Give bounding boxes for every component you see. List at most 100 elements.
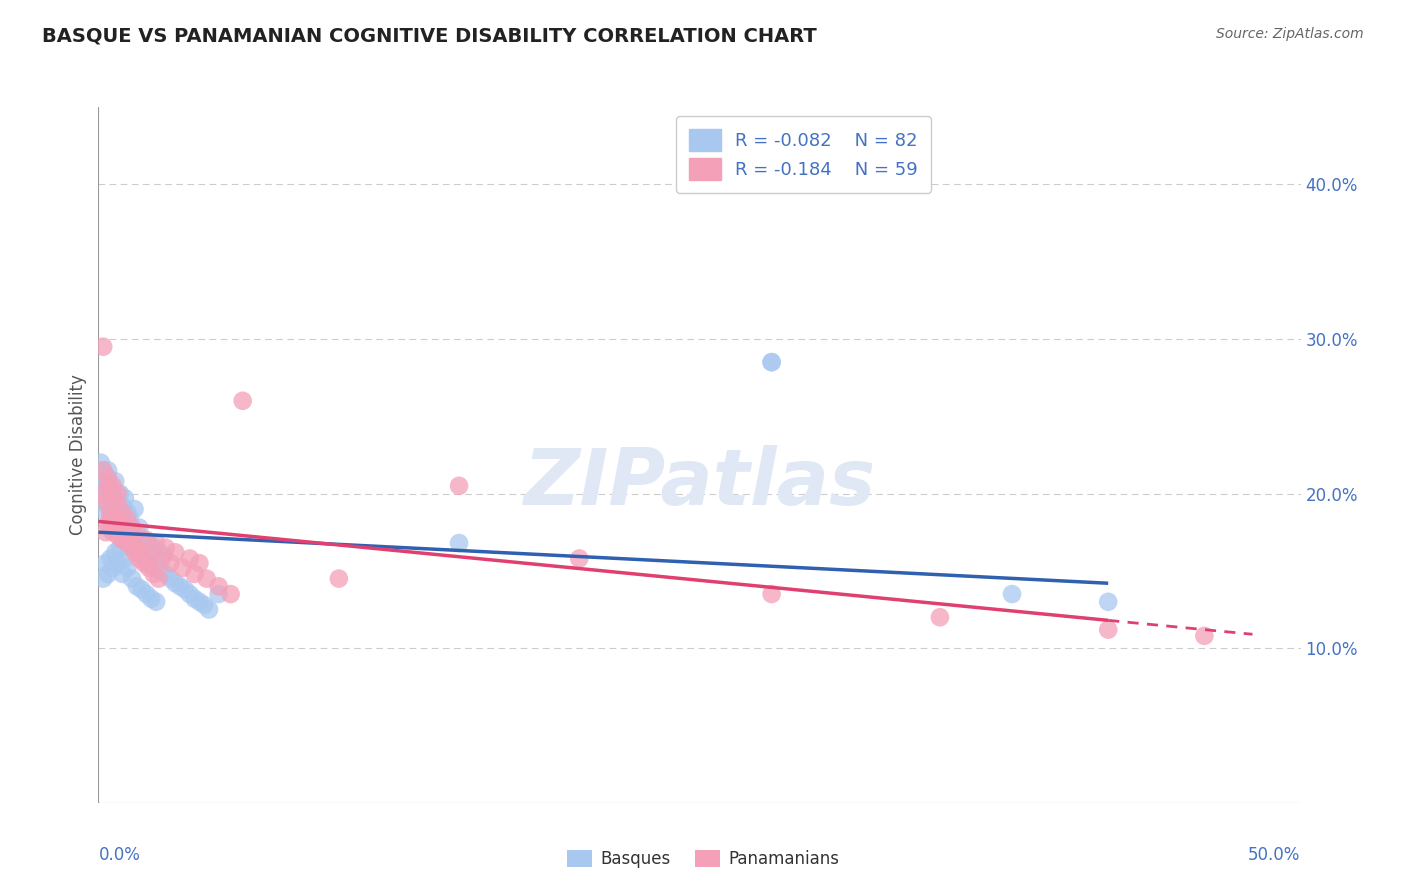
Point xyxy=(107,556,129,570)
Point xyxy=(118,511,141,525)
Point xyxy=(128,520,150,534)
Point xyxy=(108,486,131,500)
Point xyxy=(107,494,129,508)
Point xyxy=(94,494,117,508)
Point xyxy=(1097,595,1119,609)
Point xyxy=(142,566,165,581)
Point xyxy=(195,572,218,586)
Point xyxy=(761,587,783,601)
Point xyxy=(141,549,163,563)
Point xyxy=(1097,623,1119,637)
Point xyxy=(447,479,470,493)
Point xyxy=(91,463,114,477)
Point xyxy=(128,551,150,566)
Point xyxy=(135,556,157,570)
Point xyxy=(928,610,950,624)
Point xyxy=(104,474,127,488)
Point xyxy=(121,572,143,586)
Text: Source: ZipAtlas.com: Source: ZipAtlas.com xyxy=(1216,27,1364,41)
Point xyxy=(114,551,136,566)
Point xyxy=(188,556,211,570)
Point xyxy=(1001,587,1024,601)
Point xyxy=(117,505,139,519)
Point xyxy=(135,533,157,547)
Point xyxy=(174,582,197,597)
Point xyxy=(97,474,120,488)
Point xyxy=(100,517,122,532)
Point xyxy=(124,545,146,559)
Point xyxy=(97,517,120,532)
Point xyxy=(131,549,153,563)
Point xyxy=(111,533,134,547)
Point xyxy=(101,479,124,493)
Point xyxy=(111,502,134,516)
Point xyxy=(111,505,134,519)
Point xyxy=(159,556,181,570)
Point xyxy=(101,490,124,504)
Point xyxy=(108,541,131,555)
Point xyxy=(91,572,114,586)
Point xyxy=(124,541,146,555)
Text: 0.0%: 0.0% xyxy=(98,847,141,864)
Point xyxy=(108,499,131,513)
Legend: Basques, Panamanians: Basques, Panamanians xyxy=(560,843,846,875)
Point xyxy=(118,536,141,550)
Point xyxy=(142,541,165,555)
Point xyxy=(90,456,112,470)
Point xyxy=(108,520,131,534)
Point xyxy=(107,494,129,508)
Point xyxy=(100,551,122,566)
Point xyxy=(97,499,120,513)
Point xyxy=(104,513,127,527)
Point xyxy=(1194,629,1216,643)
Point xyxy=(101,509,124,524)
Point xyxy=(94,479,117,493)
Point xyxy=(145,536,167,550)
Point xyxy=(101,561,124,575)
Point xyxy=(131,582,153,597)
Point xyxy=(97,463,120,477)
Point xyxy=(100,505,122,519)
Point xyxy=(91,463,114,477)
Point xyxy=(165,576,187,591)
Point xyxy=(125,579,148,593)
Point xyxy=(121,541,143,555)
Point xyxy=(193,598,215,612)
Point xyxy=(148,572,170,586)
Point xyxy=(101,486,124,500)
Point xyxy=(118,528,141,542)
Point xyxy=(104,520,127,534)
Point xyxy=(132,556,155,570)
Point xyxy=(104,490,127,504)
Point xyxy=(117,561,139,575)
Point xyxy=(125,545,148,559)
Point xyxy=(100,479,122,493)
Point xyxy=(111,525,134,540)
Point xyxy=(145,595,167,609)
Point xyxy=(108,513,131,527)
Point xyxy=(114,528,136,542)
Point xyxy=(155,541,177,555)
Point xyxy=(198,602,221,616)
Point xyxy=(104,545,127,559)
Point xyxy=(124,502,146,516)
Point xyxy=(114,491,136,506)
Point xyxy=(111,566,134,581)
Point xyxy=(138,561,160,575)
Point xyxy=(761,355,783,369)
Point xyxy=(132,533,155,547)
Point xyxy=(104,502,127,516)
Point xyxy=(141,591,163,606)
Point xyxy=(208,587,231,601)
Point xyxy=(100,490,122,504)
Legend: R = -0.082    N = 82, R = -0.184    N = 59: R = -0.082 N = 82, R = -0.184 N = 59 xyxy=(676,116,931,193)
Point xyxy=(117,513,139,527)
Point xyxy=(121,520,143,534)
Point xyxy=(135,551,157,566)
Point xyxy=(183,566,205,581)
Point xyxy=(124,525,146,540)
Point xyxy=(108,515,131,529)
Point xyxy=(97,479,120,493)
Point xyxy=(135,587,157,601)
Point xyxy=(114,517,136,532)
